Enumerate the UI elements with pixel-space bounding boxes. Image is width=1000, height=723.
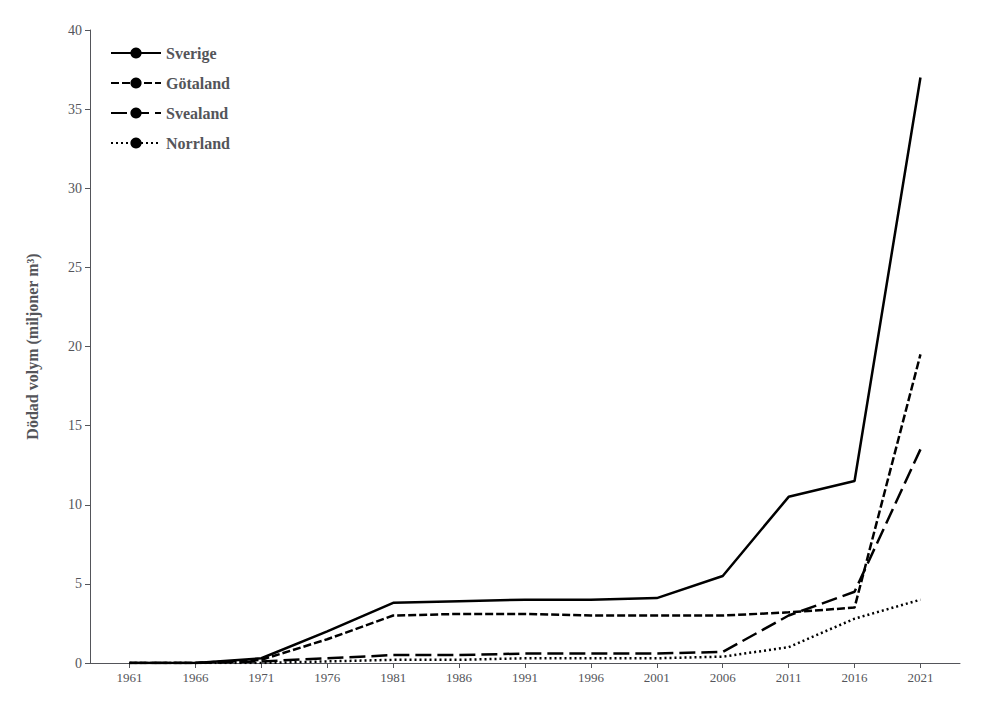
svg-text:1996: 1996 — [578, 670, 605, 685]
svg-text:1971: 1971 — [248, 670, 274, 685]
svg-text:15: 15 — [68, 418, 82, 433]
svg-text:1981: 1981 — [380, 670, 406, 685]
svg-text:2011: 2011 — [776, 670, 802, 685]
svg-text:2021: 2021 — [907, 670, 933, 685]
svg-text:10: 10 — [68, 497, 82, 512]
svg-text:1976: 1976 — [314, 670, 341, 685]
svg-text:2001: 2001 — [644, 670, 670, 685]
svg-text:2006: 2006 — [710, 670, 737, 685]
svg-text:5: 5 — [75, 576, 82, 591]
svg-text:1986: 1986 — [446, 670, 473, 685]
svg-text:2016: 2016 — [842, 670, 869, 685]
svg-text:1966: 1966 — [182, 670, 209, 685]
svg-text:Svealand: Svealand — [166, 105, 228, 122]
svg-text:Sverige: Sverige — [166, 45, 217, 63]
svg-text:1961: 1961 — [117, 670, 143, 685]
svg-text:20: 20 — [68, 339, 82, 354]
svg-text:Götaland: Götaland — [166, 75, 230, 92]
svg-text:25: 25 — [68, 260, 82, 275]
svg-text:35: 35 — [68, 102, 82, 117]
svg-text:Norrland: Norrland — [166, 135, 230, 152]
svg-text:Dödad volym (miljoner m³): Dödad volym (miljoner m³) — [24, 253, 42, 439]
svg-text:0: 0 — [75, 656, 82, 671]
svg-text:40: 40 — [68, 23, 82, 38]
svg-text:30: 30 — [68, 181, 82, 196]
svg-text:1991: 1991 — [512, 670, 538, 685]
